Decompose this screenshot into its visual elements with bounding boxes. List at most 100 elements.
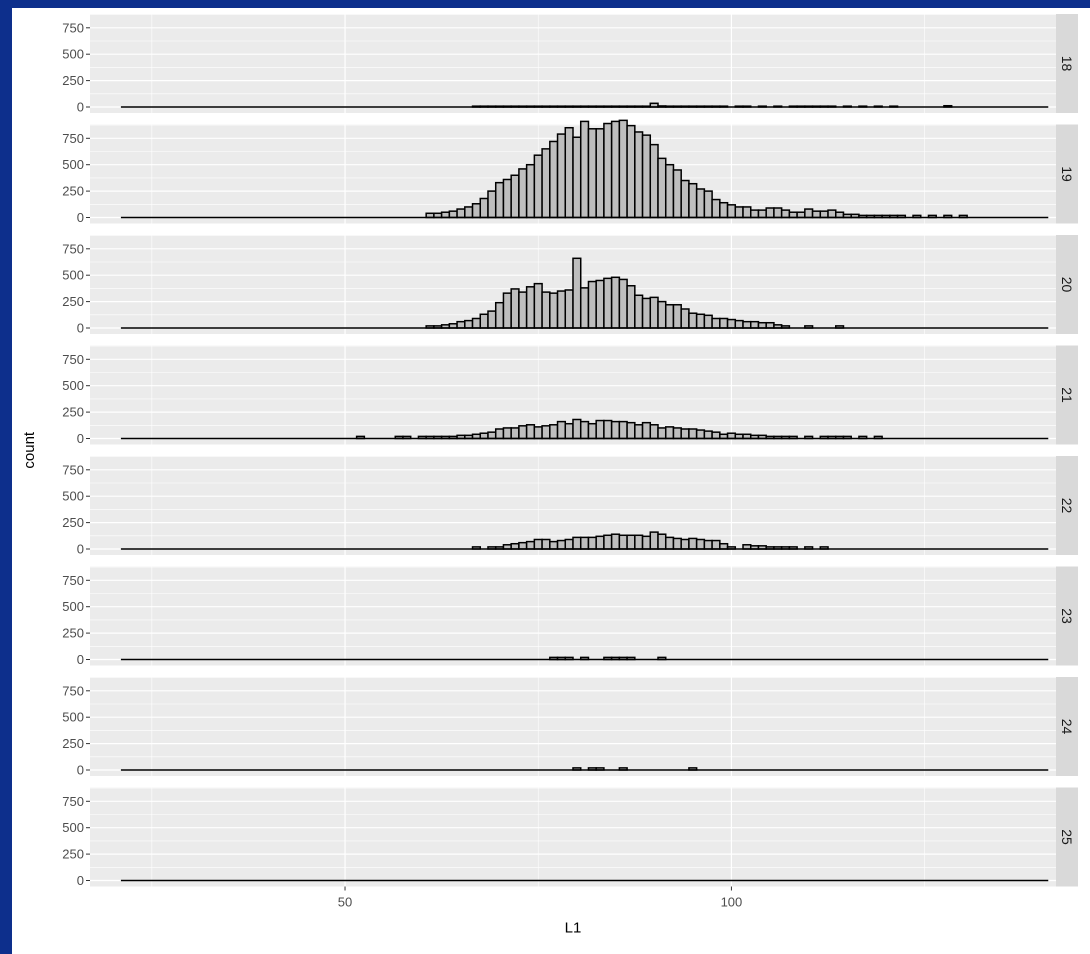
histogram-bar (634, 534, 644, 550)
histogram-bar (525, 163, 536, 219)
histogram-bar (595, 419, 605, 440)
histogram-bar (603, 277, 613, 329)
facet-label: 25 (1059, 829, 1075, 845)
histogram-bar (533, 154, 543, 219)
histogram-bar (564, 538, 574, 550)
histogram-bar (688, 428, 698, 440)
histogram-bar (587, 128, 597, 219)
y-tick-label: 500 (62, 268, 84, 283)
histogram-bar (525, 540, 536, 550)
histogram-bar (471, 203, 482, 219)
histogram-bar (641, 421, 652, 440)
histogram-bar (811, 210, 822, 219)
panel-24 (90, 677, 1056, 776)
histogram-bar (711, 431, 721, 440)
histogram-bar (471, 317, 482, 329)
histogram-bar (494, 428, 505, 440)
facet-strip (1056, 456, 1078, 555)
histogram-bar (626, 124, 636, 219)
y-tick-label: 750 (62, 131, 84, 146)
histogram-bar (464, 206, 474, 219)
histogram-bar (518, 291, 528, 329)
histogram-bar (703, 539, 713, 550)
x-tick-label: 50 (338, 895, 352, 910)
y-tick-label: 0 (77, 321, 84, 336)
histogram-bar (827, 209, 837, 219)
y-tick-label: 750 (62, 241, 84, 256)
histogram-bar (572, 418, 582, 440)
histogram-bar (603, 122, 613, 219)
histogram-bar (664, 163, 675, 219)
y-tick-label: 750 (62, 352, 84, 367)
histogram-bar (618, 420, 628, 440)
histogram-bar (610, 533, 621, 550)
histogram-bar (773, 207, 783, 219)
histogram-bar (680, 308, 690, 329)
histogram-bar (572, 136, 582, 219)
facet-strip (1056, 124, 1078, 224)
facet-label: 18 (1059, 56, 1075, 72)
histogram-bar (695, 313, 706, 329)
facet-strip (1056, 235, 1078, 334)
histogram-bar (579, 536, 590, 550)
histogram-bar (533, 426, 543, 440)
histogram-bar (525, 286, 536, 329)
histogram-bar (587, 536, 597, 550)
y-tick-label: 750 (62, 683, 84, 698)
facet-label: 21 (1059, 387, 1075, 403)
histogram-bar (456, 208, 466, 219)
histogram-bar (564, 126, 574, 219)
histogram-bar (734, 206, 744, 219)
y-tick-label: 750 (62, 573, 84, 588)
facet-label: 20 (1059, 277, 1075, 293)
histogram-bar (726, 318, 737, 329)
histogram-bar (804, 208, 814, 219)
histogram-bar (549, 292, 559, 329)
histogram-bar (587, 422, 597, 440)
histogram-bar (541, 148, 551, 219)
histogram-bar (549, 424, 559, 440)
y-tick-label: 0 (77, 210, 84, 225)
histogram-bar (510, 427, 520, 440)
panel-23 (90, 566, 1056, 666)
histogram-bar (711, 539, 721, 550)
histogram-bar (695, 538, 706, 550)
histogram-bar (579, 287, 590, 329)
y-tick-label: 0 (77, 431, 84, 446)
y-tick-label: 0 (77, 542, 84, 557)
histogram-bar (672, 537, 682, 550)
histogram-bar (618, 119, 628, 219)
y-tick-label: 750 (62, 794, 84, 809)
histogram-bar (610, 276, 621, 329)
histogram-bar (664, 536, 675, 550)
panel-18 (90, 14, 1056, 113)
facet-label: 22 (1059, 498, 1075, 514)
histogram-bar (626, 421, 636, 440)
histogram-bar (664, 304, 675, 329)
y-tick-label: 250 (62, 73, 84, 88)
y-tick-label: 250 (62, 405, 84, 420)
histogram-bar (487, 431, 497, 440)
histogram-bar (556, 420, 567, 440)
histogram-bar (541, 425, 551, 440)
facet-label: 23 (1059, 608, 1075, 624)
y-tick-label: 250 (62, 847, 84, 862)
histogram-bar (595, 279, 605, 329)
histogram-bar (564, 289, 574, 329)
histogram-bar (734, 319, 744, 329)
histogram-bar (479, 197, 489, 219)
histogram-bar (556, 539, 567, 550)
histogram-bar (672, 304, 682, 329)
histogram-bar (502, 292, 512, 329)
histogram-bar (672, 169, 682, 219)
histogram-bar (564, 422, 574, 440)
facet-strip (1056, 345, 1078, 445)
y-tick-label: 500 (62, 599, 84, 614)
histogram-bar (634, 294, 644, 329)
histogram-bar (618, 534, 628, 550)
histogram-bar (626, 285, 636, 329)
histogram-bar (749, 320, 760, 329)
histogram-bar (533, 538, 543, 550)
histogram-bar (757, 209, 767, 219)
histogram-bar (525, 424, 536, 440)
